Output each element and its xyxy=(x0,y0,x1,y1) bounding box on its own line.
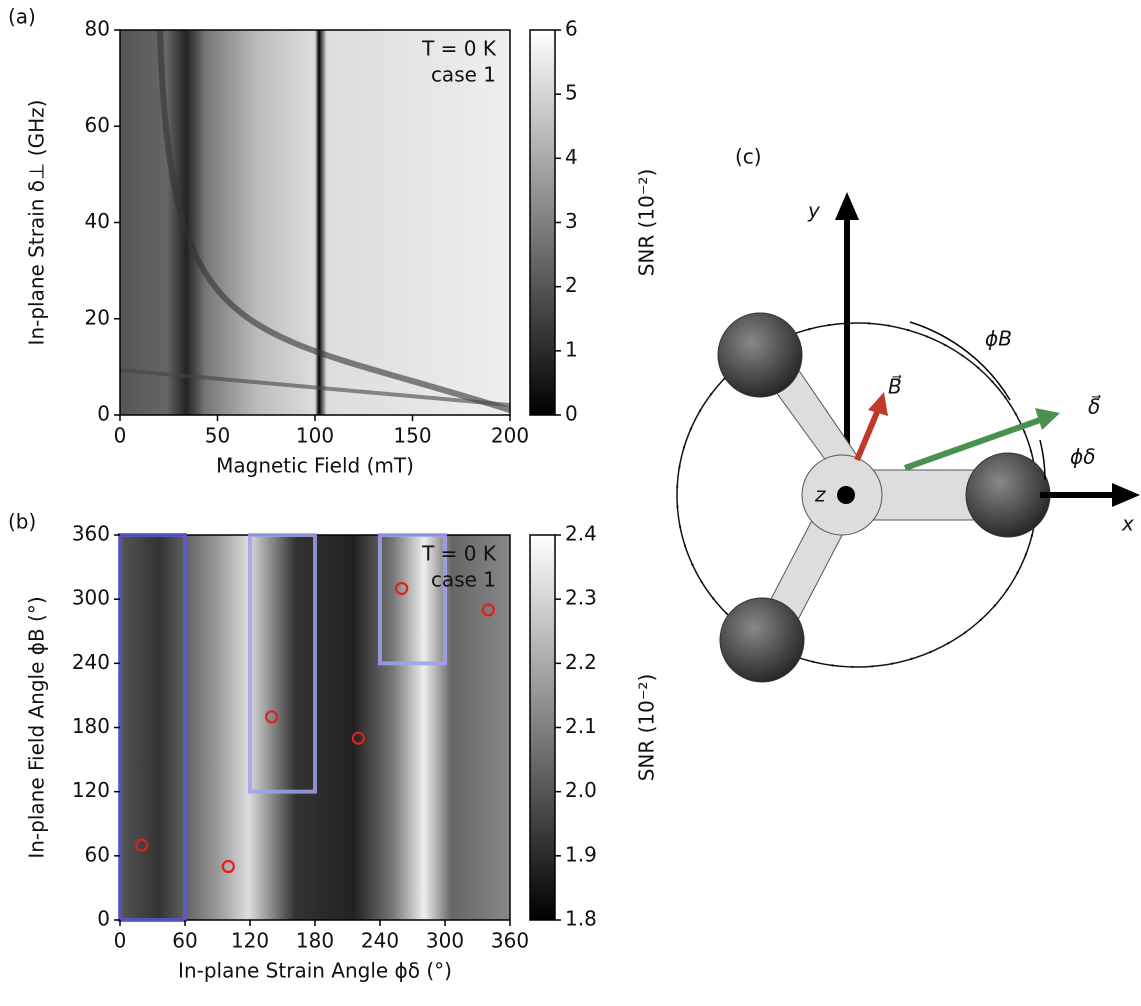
region xyxy=(378,533,447,666)
annotation: case 1 xyxy=(431,63,496,87)
x-axis-label: Magnetic Field (mT) xyxy=(216,454,414,478)
arrowhead xyxy=(835,192,859,220)
heatmap-feature xyxy=(119,368,511,407)
vector-label: B⃗ xyxy=(888,374,902,399)
heatmap-feature xyxy=(157,29,511,413)
diagram: (c) y x z B⃗ δ⃗ ϕB ϕδ xyxy=(676,145,1140,683)
arrowhead xyxy=(1035,408,1060,430)
sphere xyxy=(965,452,1051,538)
colorbar-tick-label: 4 xyxy=(565,145,578,169)
scatter-point xyxy=(351,731,365,745)
colorbar xyxy=(529,29,556,416)
panel-label: (b) xyxy=(8,510,36,534)
panel-label: (c) xyxy=(735,145,762,169)
y-tick-label: 120 xyxy=(72,778,110,802)
annotation: T = 0 K xyxy=(421,542,497,566)
x-tick-label: 100 xyxy=(296,424,334,448)
y-tick-label: 60 xyxy=(85,113,110,137)
sphere xyxy=(719,597,805,683)
x-tick-label: 0 xyxy=(114,424,127,448)
x-tick-label: 50 xyxy=(205,424,230,448)
z-dot xyxy=(837,486,855,504)
colorbar-label: SNR (10⁻²) xyxy=(635,674,659,782)
colorbar-tick-label: 1.9 xyxy=(565,842,597,866)
colorbar-tick-label: 1.8 xyxy=(565,907,597,931)
colorbar-tick-label: 2.4 xyxy=(565,522,597,546)
y-tick-label: 180 xyxy=(72,714,110,738)
axis-label: z xyxy=(814,483,826,507)
y-tick-label: 0 xyxy=(97,907,110,931)
x-tick-label: 180 xyxy=(296,929,334,953)
heatmap-image xyxy=(120,30,510,415)
x-tick-label: 150 xyxy=(393,424,431,448)
x-tick-label: 120 xyxy=(231,929,269,953)
colorbar-tick-label: 2.0 xyxy=(565,778,597,802)
y-tick-label: 360 xyxy=(72,522,110,546)
panel-label: (a) xyxy=(8,5,36,29)
y-tick-label: 0 xyxy=(97,402,110,426)
y-axis-label: In-plane Strain δ⊥ (GHz) xyxy=(25,100,49,346)
scatter-point xyxy=(395,581,409,596)
vector-label: δ⃗ xyxy=(1088,394,1101,419)
scatter-point xyxy=(265,710,279,724)
colorbar-tick-label: 2 xyxy=(565,273,578,297)
axis-label: y xyxy=(807,199,821,223)
y-tick-label: 300 xyxy=(72,586,110,610)
colorbar-label: SNR (10⁻²) xyxy=(635,169,659,277)
y-tick-label: 80 xyxy=(85,17,110,41)
colorbar-tick-label: 2.2 xyxy=(565,650,597,674)
colorbar-tick-label: 1 xyxy=(565,337,578,361)
x-tick-label: 240 xyxy=(361,929,399,953)
x-tick-label: 200 xyxy=(491,424,529,448)
y-tick-label: 40 xyxy=(85,209,110,233)
arrowhead xyxy=(1112,483,1140,507)
y-tick-label: 20 xyxy=(85,305,110,329)
y-axis-label: In-plane Field Angle ϕB (°) xyxy=(25,596,49,858)
x-tick-label: 0 xyxy=(114,929,127,953)
colorbar-tick-label: 5 xyxy=(565,81,578,105)
annotation: case 1 xyxy=(431,568,496,592)
x-axis-label: In-plane Strain Angle ϕδ (°) xyxy=(178,959,452,983)
phi-b-arc xyxy=(909,321,1011,401)
axis-label: x xyxy=(1121,512,1134,536)
y-tick-label: 240 xyxy=(72,650,110,674)
angle-label: ϕδ xyxy=(1070,445,1095,469)
scatter-point xyxy=(221,859,235,874)
x-tick-label: 360 xyxy=(491,929,529,953)
scatter-point xyxy=(135,838,149,852)
y-tick-label: 60 xyxy=(85,842,110,866)
angle-label: ϕB xyxy=(985,327,1012,351)
b-arrow xyxy=(854,408,881,462)
sphere xyxy=(717,312,803,398)
phi-delta-arc xyxy=(1039,439,1046,481)
colorbar-tick-label: 0 xyxy=(565,402,578,426)
colorbar-tick-label: 3 xyxy=(565,209,578,233)
delta-arrow xyxy=(903,417,1042,471)
arrowhead xyxy=(868,392,888,416)
x-tick-label: 300 xyxy=(426,929,464,953)
colorbar-tick-label: 2.1 xyxy=(565,714,597,738)
x-tick-label: 60 xyxy=(172,929,197,953)
scatter-point xyxy=(481,603,495,617)
colorbar-tick-label: 6 xyxy=(565,17,578,41)
annotation: T = 0 K xyxy=(421,37,497,61)
region xyxy=(248,533,317,794)
colorbar-tick-label: 2.3 xyxy=(565,586,597,610)
colorbar xyxy=(529,534,556,921)
